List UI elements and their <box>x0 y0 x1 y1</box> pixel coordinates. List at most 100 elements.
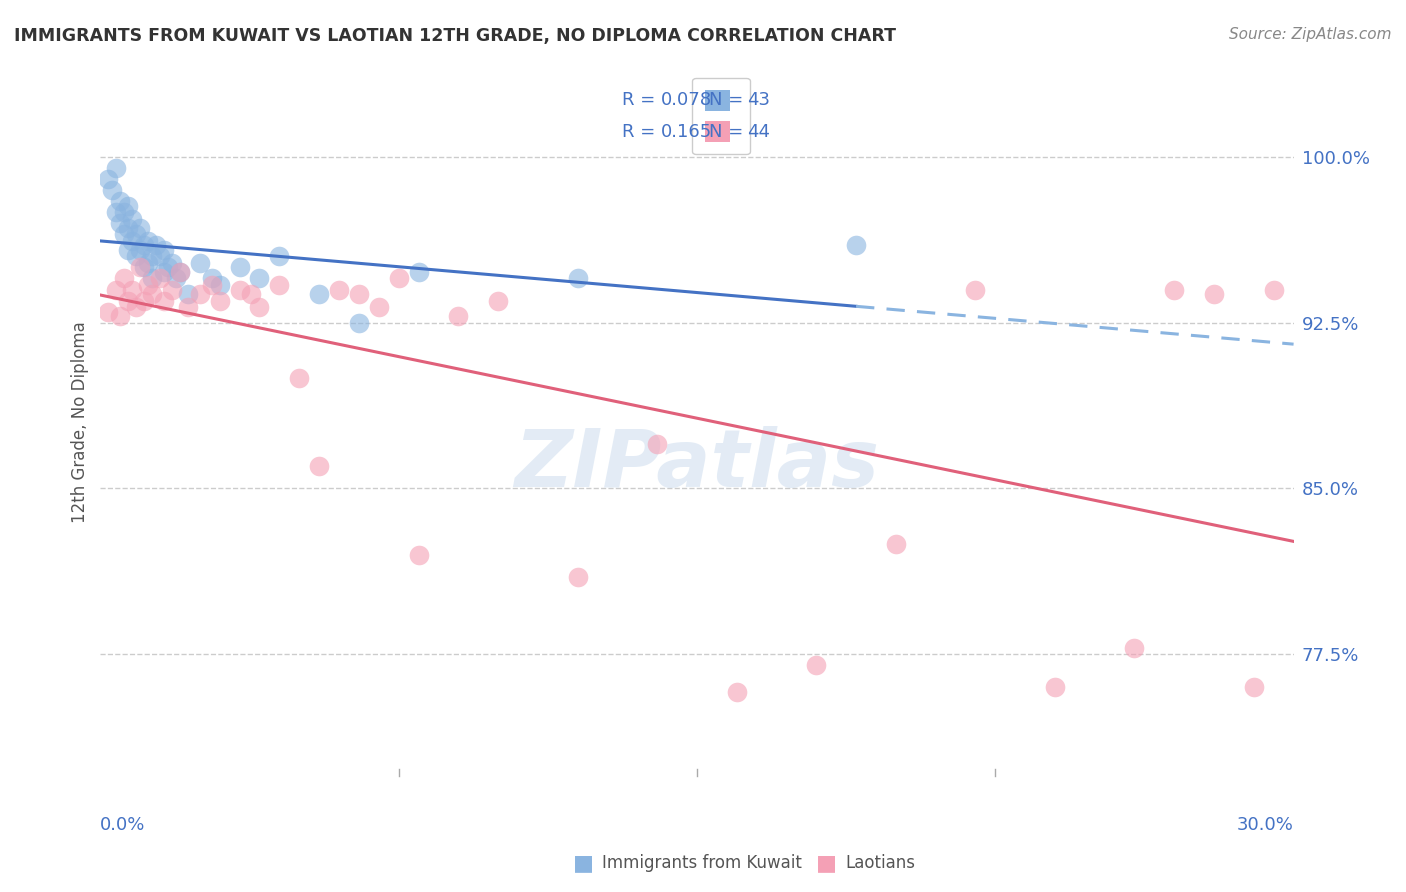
Text: N =: N = <box>709 91 744 110</box>
Point <box>486 293 509 308</box>
Text: 0.0%: 0.0% <box>100 815 146 833</box>
Point <box>160 256 183 270</box>
Point <box>269 249 291 263</box>
Point <box>110 194 132 208</box>
Point <box>160 283 183 297</box>
Point <box>1263 283 1285 297</box>
Point <box>101 183 124 197</box>
Point <box>132 260 155 275</box>
Point <box>112 205 135 219</box>
Point <box>141 271 163 285</box>
Point <box>169 265 191 279</box>
Point <box>125 227 148 242</box>
Point <box>1123 640 1146 655</box>
Point <box>408 548 430 562</box>
Point <box>188 287 211 301</box>
Point <box>240 287 263 301</box>
Point <box>447 309 470 323</box>
Point <box>645 437 668 451</box>
Point <box>129 260 152 275</box>
Point <box>288 371 311 385</box>
Point <box>388 271 411 285</box>
Point <box>228 283 250 297</box>
Point <box>208 278 231 293</box>
Text: R =: R = <box>621 123 655 141</box>
Point <box>153 265 176 279</box>
Point <box>169 265 191 279</box>
Point <box>725 685 748 699</box>
Point <box>129 243 152 257</box>
Point <box>347 316 370 330</box>
Point <box>141 287 163 301</box>
Text: R =: R = <box>621 91 655 110</box>
Point <box>129 220 152 235</box>
Point <box>567 271 589 285</box>
Point <box>110 309 132 323</box>
Point <box>177 287 200 301</box>
Point <box>136 278 159 293</box>
Point <box>97 304 120 318</box>
Point <box>567 570 589 584</box>
Point <box>136 256 159 270</box>
Point <box>132 293 155 308</box>
Text: Source: ZipAtlas.com: Source: ZipAtlas.com <box>1229 27 1392 42</box>
Point <box>208 293 231 308</box>
Text: ZIPatlas: ZIPatlas <box>515 425 880 504</box>
Point <box>1202 287 1225 301</box>
Point <box>105 205 128 219</box>
Point <box>132 238 155 252</box>
Point <box>308 459 330 474</box>
Point <box>145 238 167 252</box>
Point <box>188 256 211 270</box>
Point <box>806 658 828 673</box>
Point <box>884 537 907 551</box>
Point <box>121 234 143 248</box>
Point <box>965 283 987 297</box>
Point <box>136 234 159 248</box>
Point <box>201 271 224 285</box>
Point <box>112 271 135 285</box>
Point <box>141 249 163 263</box>
Point <box>110 216 132 230</box>
Point <box>149 249 172 263</box>
Point <box>153 293 176 308</box>
Text: N =: N = <box>709 123 744 141</box>
Point <box>121 211 143 226</box>
Point <box>117 198 139 212</box>
Point <box>408 265 430 279</box>
Text: 0.078: 0.078 <box>661 91 713 110</box>
Point <box>117 293 139 308</box>
Point <box>201 278 224 293</box>
Text: IMMIGRANTS FROM KUWAIT VS LAOTIAN 12TH GRADE, NO DIPLOMA CORRELATION CHART: IMMIGRANTS FROM KUWAIT VS LAOTIAN 12TH G… <box>14 27 896 45</box>
Text: 43: 43 <box>747 91 770 110</box>
Point <box>117 220 139 235</box>
Point <box>117 243 139 257</box>
Text: 0.165: 0.165 <box>661 123 713 141</box>
Point <box>1243 681 1265 695</box>
Point <box>328 283 350 297</box>
Point <box>308 287 330 301</box>
Point <box>269 278 291 293</box>
Text: Laotians: Laotians <box>845 855 915 872</box>
Text: Immigrants from Kuwait: Immigrants from Kuwait <box>602 855 801 872</box>
Point <box>1043 681 1066 695</box>
Text: 30.0%: 30.0% <box>1237 815 1294 833</box>
Point <box>249 271 271 285</box>
Point <box>845 238 868 252</box>
Point <box>1163 283 1185 297</box>
Text: ■: ■ <box>817 854 837 873</box>
Point <box>125 300 148 314</box>
Point <box>228 260 250 275</box>
Point <box>249 300 271 314</box>
Point <box>149 271 172 285</box>
Point <box>105 161 128 175</box>
Text: ■: ■ <box>574 854 593 873</box>
Point <box>165 271 187 285</box>
Text: 44: 44 <box>747 123 770 141</box>
Legend: , : , <box>692 78 749 154</box>
Point <box>156 260 179 275</box>
Point <box>105 283 128 297</box>
Point <box>125 249 148 263</box>
Point <box>121 283 143 297</box>
Point <box>153 243 176 257</box>
